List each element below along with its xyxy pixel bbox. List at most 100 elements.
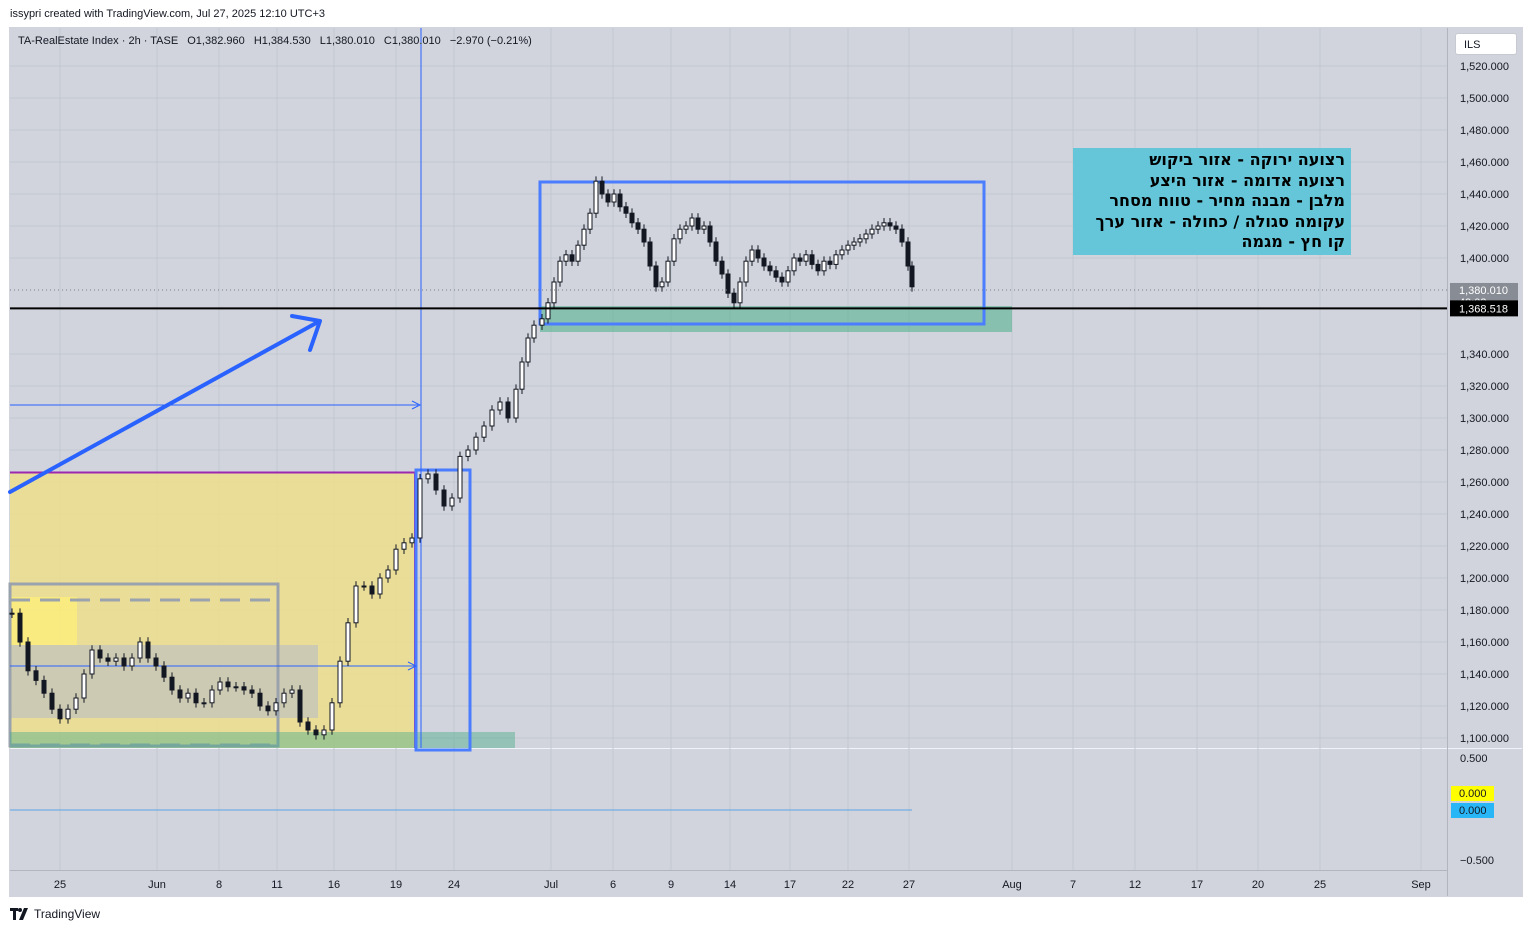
price-tick-label: 1,160.000 <box>1460 637 1509 649</box>
time-tick-label: 16 <box>328 879 340 891</box>
candle-body <box>581 228 587 246</box>
note-line: מלבן - מבנה מחיר - טווח מסחר <box>1109 191 1345 210</box>
candle-body <box>719 260 725 275</box>
price-tick-label: 1,520.000 <box>1460 61 1509 73</box>
candle-body <box>145 641 151 659</box>
candle-body <box>833 254 839 265</box>
price-axis[interactable] <box>1447 28 1522 870</box>
candle-body <box>683 225 689 230</box>
candle-body <box>671 238 677 262</box>
chart-credit: issypri created with TradingView.com, Ju… <box>10 8 325 20</box>
candle-body <box>563 254 569 262</box>
candle-body <box>209 689 215 704</box>
candle-body <box>49 692 55 710</box>
legend-symbol: TA-RealEstate Index · 2h · TASE <box>18 35 179 47</box>
candle-body <box>129 657 135 667</box>
candle-body <box>659 281 665 288</box>
candle-body <box>449 497 455 507</box>
candle-body <box>881 222 887 227</box>
time-axis[interactable] <box>10 870 1522 896</box>
candle-body <box>457 455 463 499</box>
breakout-rectangle[interactable] <box>414 468 472 752</box>
candle-body <box>599 180 605 195</box>
price-tick-label: 1,240.000 <box>1460 509 1509 521</box>
candle-body <box>653 265 659 288</box>
time-tick-label: 25 <box>54 879 66 891</box>
value-arrow-head-upper <box>411 400 422 410</box>
candle-body <box>177 689 183 699</box>
note-line: קו חץ - מגמה <box>1241 232 1346 251</box>
candle-body <box>441 489 447 507</box>
candle-body <box>337 660 343 704</box>
price-tick-label: 1,500.000 <box>1460 93 1509 105</box>
candle-body <box>201 702 207 705</box>
candle-body <box>505 401 511 419</box>
candle-body <box>695 217 701 230</box>
candle-body <box>489 409 495 427</box>
time-tick-label: 19 <box>390 879 402 891</box>
candle-body <box>313 729 319 736</box>
candle-body <box>113 657 119 662</box>
indicator-value-badge <box>1451 786 1494 801</box>
candle-body <box>713 241 719 262</box>
candle-body <box>169 676 175 691</box>
demand-zone-lower[interactable] <box>10 732 515 748</box>
candle-body <box>57 708 63 720</box>
time-tick-label: 9 <box>668 879 674 891</box>
currency-button[interactable]: ILS <box>1455 33 1517 55</box>
candle-body <box>25 641 31 672</box>
time-tick-label: 22 <box>842 879 854 891</box>
candle-body <box>153 657 159 667</box>
trend-arrow-head <box>290 314 322 352</box>
time-tick-label: 20 <box>1252 879 1264 891</box>
candle-body <box>827 260 833 265</box>
candle-body <box>89 649 95 675</box>
trend-arrow-icon[interactable] <box>8 320 320 494</box>
time-tick-label: Aug <box>1002 879 1022 891</box>
candle-body <box>893 225 899 230</box>
price-tick-label: 1,320.000 <box>1460 381 1509 393</box>
candle-body <box>519 361 525 390</box>
price-tick-label: 1,400.000 <box>1460 253 1509 265</box>
candle-body <box>465 449 471 457</box>
candle-body <box>593 180 599 214</box>
candle-body <box>425 473 431 480</box>
candle-body <box>161 665 167 678</box>
candle-body <box>401 542 407 550</box>
price-tick-label: 1,140.000 <box>1460 669 1509 681</box>
candle-body <box>737 281 743 304</box>
candle-body <box>473 436 479 451</box>
candle-body <box>257 692 263 707</box>
candle-body <box>629 212 635 224</box>
candle-body <box>525 337 531 363</box>
candle-body <box>137 641 143 659</box>
trading-range-rectangle[interactable] <box>538 180 986 326</box>
axis-labels: 1,520.000 1,500.000 1,480.000 1,460.000 1,44… <box>54 61 1509 891</box>
candle-body <box>773 270 779 278</box>
candle-body <box>345 622 351 662</box>
time-tick-label: 27 <box>903 879 915 891</box>
price-tick-label: 1,480.000 <box>1460 125 1509 137</box>
candle-body <box>845 244 851 251</box>
symbol-legend[interactable]: TA-RealEstate Index · 2h · TASE O1,382.9… <box>18 35 538 47</box>
time-tick-label: Jul <box>544 879 558 891</box>
last-price-label: 1,380.010 <box>1459 285 1508 297</box>
demand-zone-upper[interactable] <box>540 306 1012 332</box>
candle-body <box>665 260 671 283</box>
time-tick-label: 7 <box>1070 879 1076 891</box>
time-tick-label: 25 <box>1314 879 1326 891</box>
candle-body <box>321 729 327 736</box>
candle-body <box>497 401 503 411</box>
time-tick-label: 11 <box>271 879 282 891</box>
time-tick-label: 6 <box>610 879 616 891</box>
candle-body <box>361 585 367 588</box>
candle-body <box>725 273 731 294</box>
price-tick-label: 1,340.000 <box>1460 349 1509 361</box>
note-line: רצועה ירוקה - אזור ביקוש <box>1149 150 1345 169</box>
annotation-note[interactable]: רצועה ירוקה - אזור ביקוש רצועה אדומה - א… <box>1073 148 1351 255</box>
candle-body <box>73 697 79 710</box>
tradingview-footer[interactable]: TradingView <box>10 907 100 921</box>
time-tick-label: 8 <box>216 879 222 891</box>
price-levels: 1,380.01049:031,368.518 <box>10 282 1518 317</box>
